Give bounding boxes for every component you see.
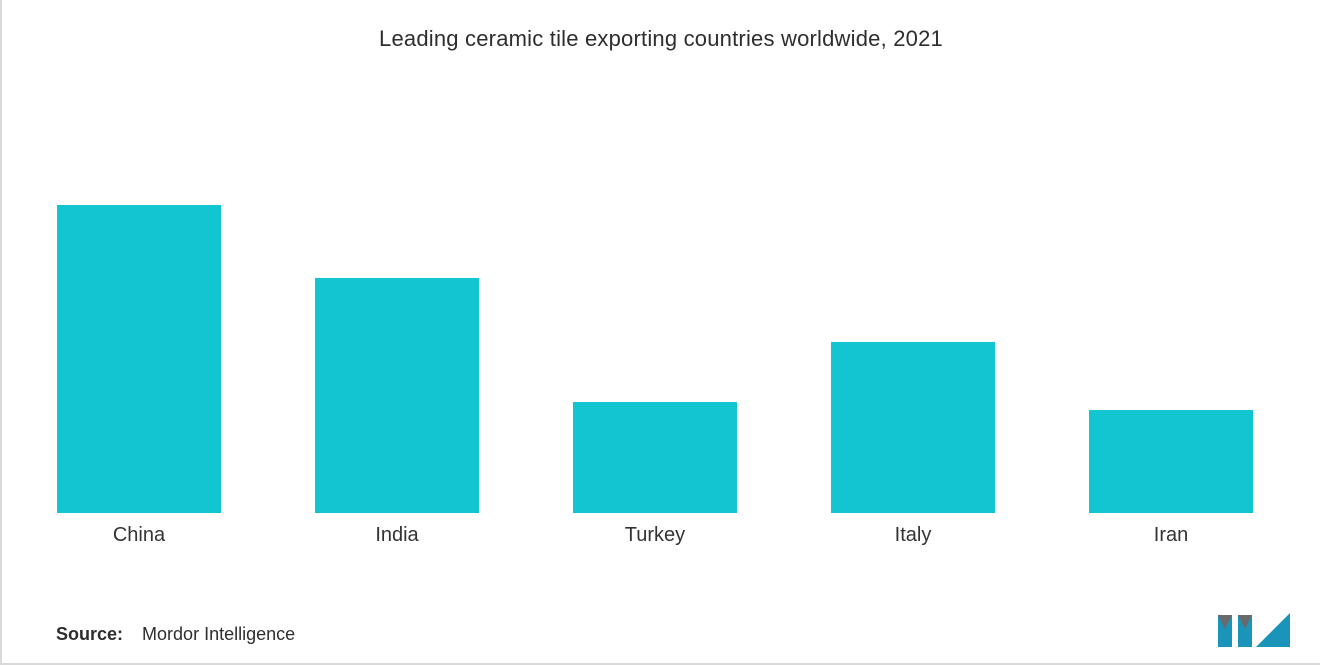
bar-turkey	[573, 402, 737, 513]
chart-title: Leading ceramic tile exporting countries…	[2, 26, 1320, 52]
xlabel-italy: Italy	[831, 524, 995, 547]
brand-logo-icon	[1218, 611, 1290, 651]
source-text: Mordor Intelligence	[142, 624, 295, 644]
chart-canvas: Leading ceramic tile exporting countries…	[0, 0, 1320, 665]
xlabel-iran: Iran	[1089, 524, 1253, 547]
xlabel-india: India	[315, 524, 479, 547]
source-label: Source:	[56, 624, 123, 644]
bar-india	[315, 278, 479, 513]
bar-iran	[1089, 410, 1253, 513]
xlabel-turkey: Turkey	[573, 524, 737, 547]
bar-italy	[831, 342, 995, 513]
chart-plot-area	[57, 85, 1292, 513]
xlabel-china: China	[57, 524, 221, 547]
source-line: Source: Mordor Intelligence	[56, 624, 295, 645]
bar-china	[57, 205, 221, 513]
